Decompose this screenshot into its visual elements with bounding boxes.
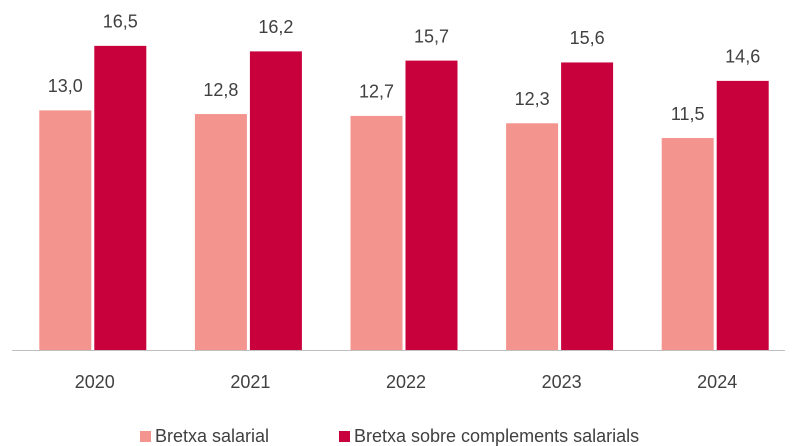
value-label: 14,6 [725, 47, 760, 67]
value-label: 15,6 [570, 28, 605, 48]
value-label: 12,3 [515, 89, 550, 109]
bar [350, 115, 403, 350]
bar [405, 60, 458, 350]
value-label: 11,5 [671, 104, 705, 124]
value-label: 12,7 [359, 82, 394, 102]
bar [561, 62, 614, 351]
x-tick-label: 2020 [75, 372, 115, 392]
bar [194, 114, 247, 350]
value-label: 16,2 [258, 17, 293, 37]
value-label: 12,8 [203, 80, 238, 100]
legend-swatch [140, 431, 151, 442]
bar [39, 110, 92, 350]
x-tick-label: 2021 [230, 372, 270, 392]
x-tick-label: 2023 [542, 372, 582, 392]
value-label: 13,0 [48, 76, 83, 96]
bar [506, 123, 559, 350]
legend-swatch [339, 431, 350, 442]
x-tick-label: 2024 [697, 372, 737, 392]
legend-label: Bretxa salarial [155, 426, 269, 446]
bar [716, 80, 769, 351]
bar [94, 45, 147, 350]
legend-label: Bretxa sobre complements salarials [354, 426, 639, 446]
value-label: 16,5 [103, 12, 138, 32]
bar [661, 138, 714, 350]
bar [249, 51, 302, 351]
value-label: 15,7 [414, 26, 449, 46]
x-tick-label: 2022 [386, 372, 426, 392]
